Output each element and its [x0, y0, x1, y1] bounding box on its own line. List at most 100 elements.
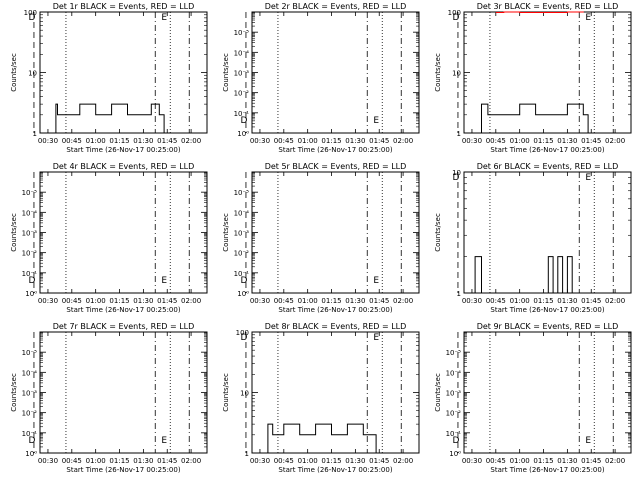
panel-title: Det 2r BLACK = Events, RED = LLD — [265, 2, 407, 11]
y-tick-label: 10⁻⁵ — [234, 29, 250, 37]
x-tick-label: 01:15 — [321, 457, 341, 465]
series-line — [260, 423, 377, 454]
y-tick-label: 10⁻³ — [234, 230, 250, 238]
x-tick-label: 02:00 — [181, 297, 201, 305]
x-tick-label: 01:45 — [369, 137, 389, 145]
y-tick-label: 1 — [245, 450, 249, 458]
x-tick-label: 01:15 — [533, 457, 553, 465]
y-tick-label: 10⁰ — [237, 290, 249, 298]
y-tick-label: 1 — [457, 130, 461, 138]
marker-label: E — [373, 116, 379, 126]
x-axis-label: Start Time (26-Nov-17 00:25:00) — [66, 306, 180, 314]
y-tick-label: 10⁻⁵ — [446, 349, 462, 357]
x-tick-label: 01:15 — [109, 297, 129, 305]
x-tick-label: 01:00 — [298, 297, 318, 305]
x-tick-label: 00:30 — [250, 297, 270, 305]
marker-label: D — [240, 116, 247, 126]
x-tick-label: 02:00 — [393, 297, 413, 305]
marker-label: D — [452, 13, 459, 23]
x-tick-label: 02:00 — [181, 137, 201, 145]
panel-det-3: Det 3r BLACK = Events, RED = LLD 00:30 00:… — [434, 2, 632, 154]
y-tick-label: 10⁰ — [237, 130, 249, 138]
x-tick-label: 02:00 — [605, 457, 625, 465]
x-tick-label: 01:15 — [109, 457, 129, 465]
x-tick-label: 00:30 — [462, 137, 482, 145]
y-tick-label: 10 — [452, 169, 461, 177]
x-tick-label: 00:45 — [274, 457, 294, 465]
y-tick-label: 10⁻² — [446, 410, 462, 418]
y-tick-label: 10 — [28, 70, 37, 78]
y-tick-label: 10⁰ — [25, 290, 37, 298]
y-tick-label: 10⁻¹ — [446, 430, 462, 438]
panel-title: Det 8r BLACK = Events, RED = LLD — [265, 322, 407, 331]
panel-det-7: Det 7r BLACK = Events, RED = LLD 00:30 00:… — [10, 322, 208, 474]
panel-det-1: Det 1r BLACK = Events, RED = LLD 00:30 00:… — [10, 2, 208, 154]
x-tick-label: 01:30 — [133, 137, 153, 145]
plot-frame — [39, 331, 208, 454]
y-tick-label: 10⁰ — [25, 450, 37, 458]
marker-label: E — [373, 333, 379, 343]
panel-title: Det 4r BLACK = Events, RED = LLD — [53, 162, 195, 171]
marker-label: D — [28, 276, 35, 286]
y-tick-label: 100 — [24, 9, 37, 17]
y-tick-label: 10⁻³ — [234, 70, 250, 78]
x-tick-label: 00:30 — [38, 137, 58, 145]
panel-title: Det 5r BLACK = Events, RED = LLD — [265, 162, 407, 171]
marker-label: E — [161, 276, 167, 286]
panel-det-6: Det 6r BLACK = Events, RED = LLD 00:30 00:… — [434, 162, 632, 314]
x-tick-label: 01:45 — [157, 457, 177, 465]
x-tick-label: 01:15 — [533, 297, 553, 305]
x-axis-label: Start Time (26-Nov-17 00:25:00) — [278, 146, 392, 154]
x-axis-label: Start Time (26-Nov-17 00:25:00) — [490, 466, 604, 474]
y-tick-label: 10⁻¹ — [22, 270, 38, 278]
x-tick-label: 02:00 — [605, 297, 625, 305]
plot-frame — [39, 171, 208, 294]
y-tick-label: 10⁻⁵ — [234, 189, 250, 197]
x-tick-label: 00:30 — [250, 137, 270, 145]
y-tick-label: 10⁻³ — [22, 390, 38, 398]
panel-det-9: Det 9r BLACK = Events, RED = LLD 00:30 00:… — [434, 322, 632, 474]
x-tick-label: 01:45 — [581, 137, 601, 145]
x-tick-label: 00:45 — [486, 457, 506, 465]
x-axis-label: Start Time (26-Nov-17 00:25:00) — [66, 146, 180, 154]
panel-det-2: Det 2r BLACK = Events, RED = LLD 00:30 00:… — [222, 2, 420, 154]
x-tick-label: 01:00 — [298, 457, 318, 465]
y-tick-label: 10⁻² — [22, 410, 38, 418]
y-tick-label: 10⁻⁵ — [22, 349, 38, 357]
series-line — [495, 11, 584, 13]
y-tick-label: 10⁻⁴ — [234, 49, 250, 57]
panel-det-5: Det 5r BLACK = Events, RED = LLD 00:30 00:… — [222, 162, 420, 314]
x-tick-label: 01:15 — [321, 297, 341, 305]
x-axis-label: Start Time (26-Nov-17 00:25:00) — [278, 306, 392, 314]
y-tick-label: 10⁻⁵ — [22, 189, 38, 197]
y-tick-label: 10⁻² — [22, 250, 38, 258]
panel-det-4: Det 4r BLACK = Events, RED = LLD 00:30 00:… — [10, 162, 208, 314]
x-tick-label: 01:45 — [369, 457, 389, 465]
x-axis-label: Start Time (26-Nov-17 00:25:00) — [490, 146, 604, 154]
x-tick-label: 00:45 — [274, 297, 294, 305]
x-tick-label: 01:45 — [157, 297, 177, 305]
x-tick-label: 00:30 — [38, 457, 58, 465]
x-tick-label: 01:30 — [133, 297, 153, 305]
marker-label: E — [161, 13, 167, 23]
y-axis-label: Counts/sec — [434, 373, 442, 412]
y-axis-label: Counts/sec — [434, 213, 442, 252]
x-tick-label: 01:00 — [86, 297, 106, 305]
x-axis-label: Start Time (26-Nov-17 00:25:00) — [278, 466, 392, 474]
y-axis-label: Counts/sec — [222, 53, 230, 92]
x-tick-label: 02:00 — [393, 137, 413, 145]
x-tick-label: 01:30 — [557, 457, 577, 465]
y-axis-label: Counts/sec — [222, 213, 230, 252]
y-axis-label: Counts/sec — [10, 213, 18, 252]
plot-frame — [463, 171, 632, 294]
y-tick-label: 10⁻³ — [22, 230, 38, 238]
series-line — [472, 103, 589, 134]
x-tick-label: 00:45 — [486, 297, 506, 305]
plot-frame — [463, 331, 632, 454]
x-tick-label: 01:45 — [581, 457, 601, 465]
x-tick-label: 00:30 — [250, 457, 270, 465]
x-tick-label: 01:30 — [345, 297, 365, 305]
panel-title: Det 7r BLACK = Events, RED = LLD — [53, 322, 195, 331]
y-tick-label: 10⁻² — [234, 90, 250, 98]
